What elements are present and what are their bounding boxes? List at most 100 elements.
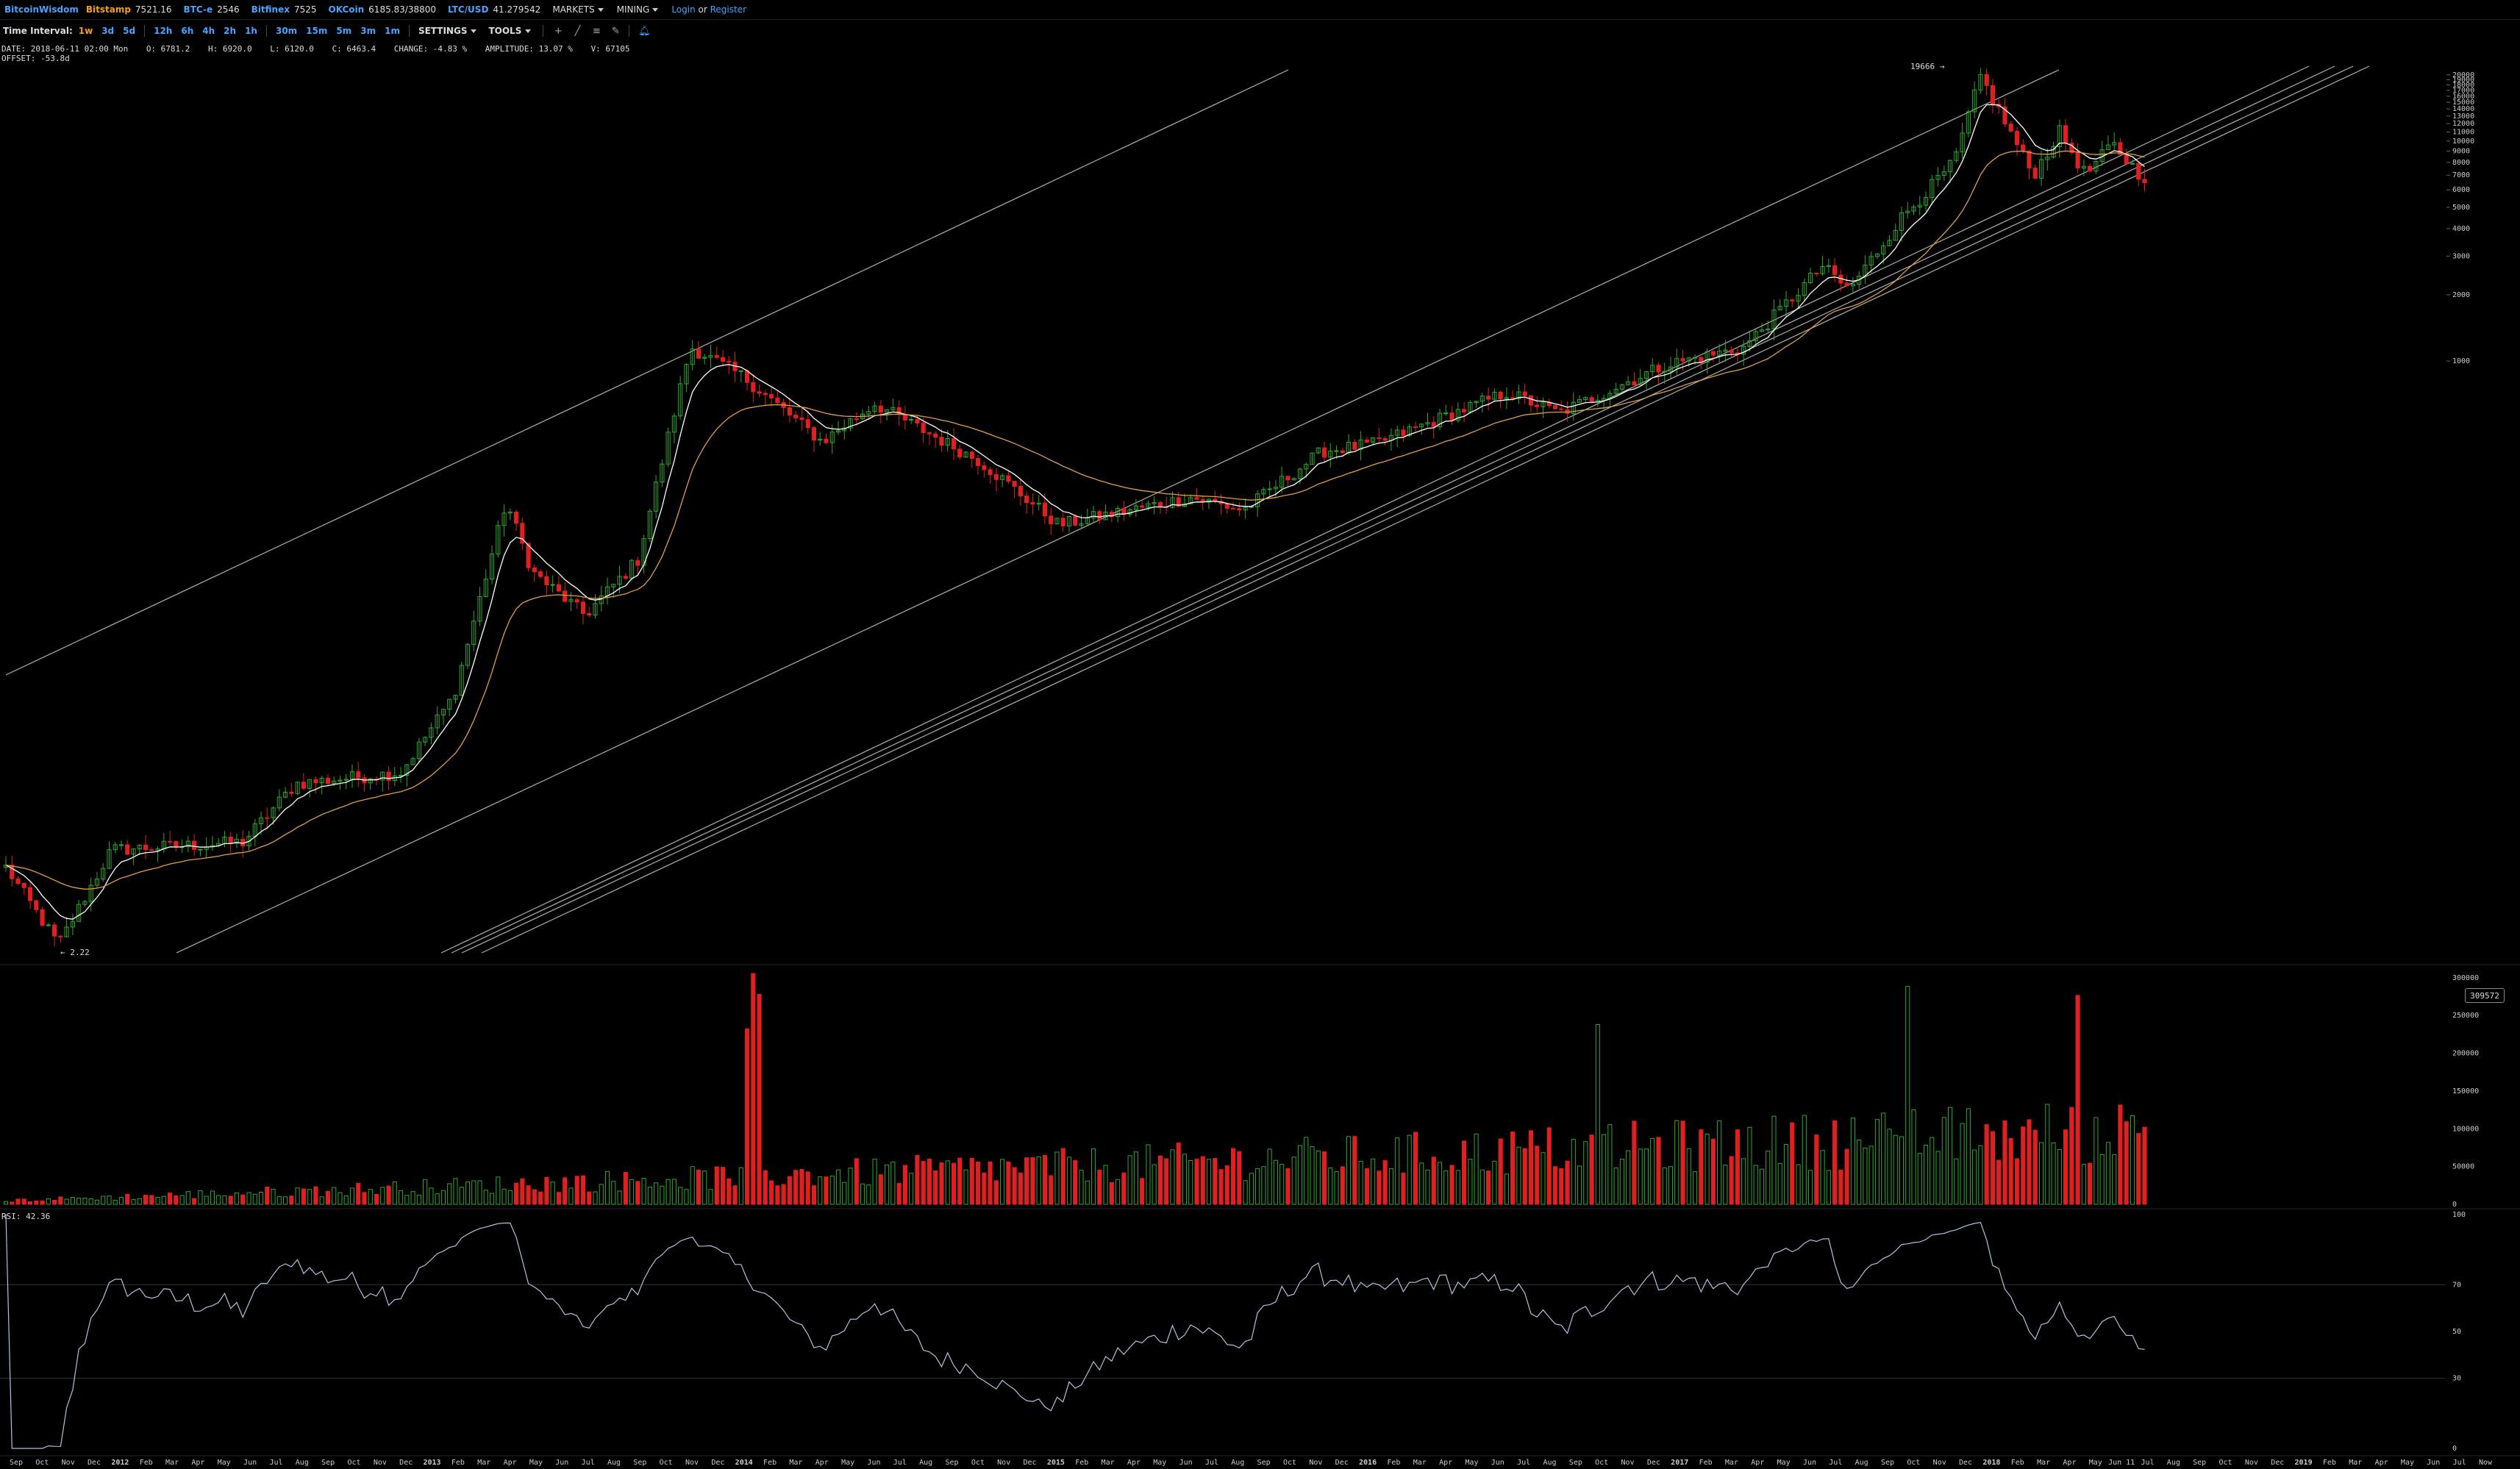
interval-toolbar: Time Interval: 1w 3d 5d 12h 6h 4h 2h 1h 30m 15m… bbox=[0, 22, 2520, 40]
volume-bar bbox=[161, 1195, 166, 1205]
interval-3m[interactable]: 3m bbox=[360, 26, 376, 36]
candle bbox=[459, 665, 464, 696]
candle bbox=[654, 482, 659, 512]
candle bbox=[82, 901, 88, 905]
volume-bar bbox=[629, 1179, 635, 1205]
candle bbox=[423, 737, 428, 743]
volume-bar bbox=[1133, 1151, 1138, 1205]
volume-bar bbox=[1552, 1166, 1558, 1205]
volume-bar bbox=[975, 1161, 981, 1205]
mining-menu[interactable]: MINING bbox=[617, 4, 659, 15]
tools-menu[interactable]: TOOLS bbox=[488, 26, 532, 36]
interval-3d[interactable]: 3d bbox=[101, 26, 115, 36]
price-axis-label: 13000 bbox=[2452, 112, 2474, 121]
interval-5m[interactable]: 5m bbox=[336, 26, 352, 36]
volume-bar bbox=[744, 1028, 750, 1205]
interval-1h[interactable]: 1h bbox=[245, 26, 257, 36]
volume-bar bbox=[909, 1173, 914, 1205]
volume-bar bbox=[2002, 1120, 2007, 1205]
crosshair-icon[interactable]: + bbox=[554, 25, 563, 37]
volume-bar bbox=[1820, 1150, 1825, 1205]
volume-bar bbox=[2014, 1158, 2020, 1205]
volume-bar bbox=[362, 1192, 367, 1205]
volume-bar bbox=[1297, 1145, 1303, 1205]
bell-icon[interactable]: 🔔︎ bbox=[638, 25, 651, 37]
ticker-item[interactable]: BTC-e 2546 bbox=[184, 4, 240, 15]
volume-bar bbox=[1249, 1173, 1254, 1205]
interval-12h[interactable]: 12h bbox=[154, 26, 173, 36]
settings-menu[interactable]: SETTINGS bbox=[418, 26, 477, 36]
volume-bar bbox=[1443, 1170, 1449, 1205]
interval-1w[interactable]: 1w bbox=[78, 26, 93, 36]
ticker-exchange: BTC-e bbox=[183, 4, 213, 15]
candle bbox=[1243, 507, 1248, 511]
candle bbox=[64, 926, 69, 937]
volume-bar bbox=[1583, 1141, 1588, 1205]
ticker-item[interactable]: LTC/USD 41.279542 bbox=[448, 4, 540, 15]
time-axis-label: 2012 bbox=[111, 1459, 129, 1467]
candle bbox=[1771, 310, 1777, 329]
volume-bar bbox=[1863, 1147, 1868, 1205]
markets-menu[interactable]: MARKETS bbox=[552, 4, 604, 15]
volume-bar bbox=[1419, 1162, 1424, 1205]
candle bbox=[319, 777, 324, 784]
candle bbox=[501, 512, 507, 526]
candle bbox=[1413, 426, 1418, 428]
volume-bar bbox=[1455, 1170, 1460, 1205]
candle bbox=[2014, 130, 2020, 146]
volume-bar bbox=[1346, 1136, 1352, 1205]
ticker-item[interactable]: Bitfinex 7525 bbox=[251, 4, 317, 15]
volume-bar bbox=[465, 1182, 471, 1205]
volume-bar bbox=[21, 1198, 26, 1205]
candle bbox=[866, 411, 871, 415]
volume-bar bbox=[210, 1190, 215, 1205]
time-axis-label: Oct bbox=[1595, 1459, 1608, 1467]
ohlc-high: H: 6920.0 bbox=[208, 44, 252, 54]
brand-logo[interactable]: BitcoinWisdom bbox=[4, 4, 79, 15]
candle bbox=[805, 419, 810, 429]
candle bbox=[1978, 74, 1983, 90]
trendline-icon[interactable]: ╱ bbox=[574, 25, 581, 37]
candle bbox=[1030, 502, 1035, 505]
volume-bar bbox=[556, 1192, 561, 1205]
time-axis-label: Feb bbox=[1075, 1459, 1088, 1467]
candle bbox=[787, 407, 792, 416]
volume-bar bbox=[2069, 1107, 2074, 1205]
volume-bar bbox=[1146, 1144, 1151, 1205]
time-axis-label: Aug bbox=[1231, 1459, 1244, 1467]
candle bbox=[1613, 388, 1618, 394]
volume-bar bbox=[902, 1165, 907, 1205]
ticker-item[interactable]: Bitstamp 7521.16 bbox=[86, 4, 172, 15]
volume-bar bbox=[1097, 1170, 1102, 1205]
volume-bar bbox=[2063, 1129, 2069, 1205]
candle bbox=[1948, 160, 1953, 173]
interval-2h[interactable]: 2h bbox=[224, 26, 237, 36]
volume-bar bbox=[520, 1178, 525, 1205]
time-axis-label: Oct bbox=[971, 1459, 985, 1467]
time-axis-label: Apr bbox=[1127, 1459, 1141, 1467]
time-axis-label: Jun bbox=[867, 1459, 880, 1467]
volume-bar bbox=[252, 1193, 257, 1205]
interval-30m[interactable]: 30m bbox=[275, 26, 298, 36]
draw-pen-icon[interactable]: ✎ bbox=[611, 25, 620, 37]
volume-axis-label: 100000 bbox=[2452, 1125, 2479, 1133]
interval-4h[interactable]: 4h bbox=[202, 26, 215, 36]
interval-5d[interactable]: 5d bbox=[123, 26, 136, 36]
horizontal-lines-icon[interactable]: ≡ bbox=[592, 25, 601, 37]
divider bbox=[408, 25, 410, 37]
volume-bar bbox=[829, 1176, 835, 1205]
auth-links: Login or Register bbox=[671, 4, 746, 15]
time-axis-label: Jun 11 bbox=[2108, 1459, 2135, 1467]
volume-bar bbox=[1468, 1159, 1473, 1205]
volume-bar bbox=[1699, 1129, 1704, 1205]
interval-6h[interactable]: 6h bbox=[181, 26, 194, 36]
register-link[interactable]: Register bbox=[710, 4, 747, 15]
volume-bar bbox=[185, 1191, 190, 1205]
interval-15m[interactable]: 15m bbox=[306, 26, 328, 36]
ticker-item[interactable]: OKCoin 6185.83/38800 bbox=[329, 4, 437, 15]
time-axis-label: Nov bbox=[1933, 1459, 1946, 1467]
interval-1m[interactable]: 1m bbox=[385, 26, 400, 36]
volume-bar bbox=[587, 1191, 592, 1205]
login-link[interactable]: Login bbox=[671, 4, 696, 15]
